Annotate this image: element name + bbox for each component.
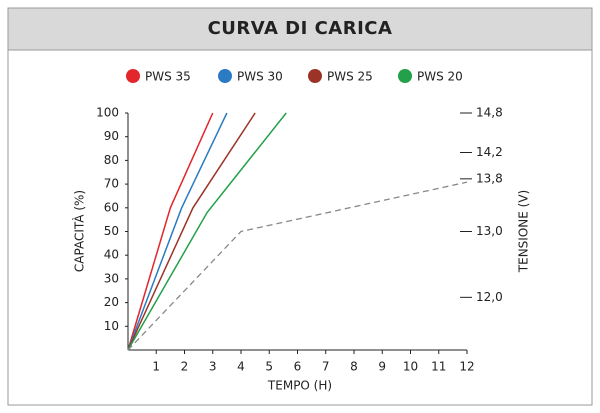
y-axis-label: CAPACITÀ (%): [72, 190, 87, 272]
legend-marker: [218, 69, 232, 83]
series-line: [127, 112, 287, 351]
y2-tick-label: 14,2: [476, 145, 503, 159]
series-line: [127, 112, 214, 351]
y-tick-label: 40: [104, 248, 119, 262]
legend-marker: [308, 69, 322, 83]
legend-label: PWS 30: [237, 70, 283, 84]
x-axis-label: TEMPO (H): [267, 379, 332, 393]
frame: [7, 7, 593, 406]
y-tick-label: 20: [104, 295, 119, 309]
y-tick-label: 50: [104, 224, 119, 238]
chart-title: CURVA DI CARICA: [208, 18, 393, 39]
x-tick-label: 9: [378, 360, 386, 374]
x-tick-label: 6: [294, 360, 302, 374]
y-tick-label: 80: [104, 153, 119, 167]
legend-label: PWS 35: [145, 70, 191, 84]
legend-label: PWS 20: [417, 70, 463, 84]
legend-marker: [126, 69, 140, 83]
y2-tick-label: 12,0: [476, 290, 503, 304]
y2-tick-label: 13,8: [476, 171, 503, 185]
y-tick-label: 30: [104, 271, 119, 285]
x-tick-label: 5: [265, 360, 273, 374]
y-tick-label: 60: [104, 200, 119, 214]
voltage-line: [127, 181, 468, 351]
x-tick-label: 8: [350, 360, 358, 374]
x-tick-label: 7: [322, 360, 330, 374]
x-tick-label: 12: [459, 360, 474, 374]
x-tick-label: 11: [431, 360, 446, 374]
y2-axis-label: TENSIONE (V): [517, 190, 531, 273]
legend-label: PWS 25: [327, 70, 373, 84]
x-tick-label: 1: [152, 360, 160, 374]
y2-tick-label: 13,0: [476, 224, 503, 238]
y-tick-label: 90: [104, 129, 119, 143]
x-tick-label: 10: [403, 360, 418, 374]
x-tick-label: 2: [181, 360, 189, 374]
x-tick-label: 3: [209, 360, 217, 374]
header: [7, 7, 593, 51]
x-tick-label: 4: [237, 360, 245, 374]
series-line: [127, 112, 256, 351]
y2-tick-label: 14,8: [476, 106, 503, 120]
series-line: [127, 112, 228, 351]
y-tick-label: 100: [96, 106, 119, 120]
y-tick-label: 10: [104, 319, 119, 333]
legend-marker: [398, 69, 412, 83]
y-tick-label: 70: [104, 177, 119, 191]
